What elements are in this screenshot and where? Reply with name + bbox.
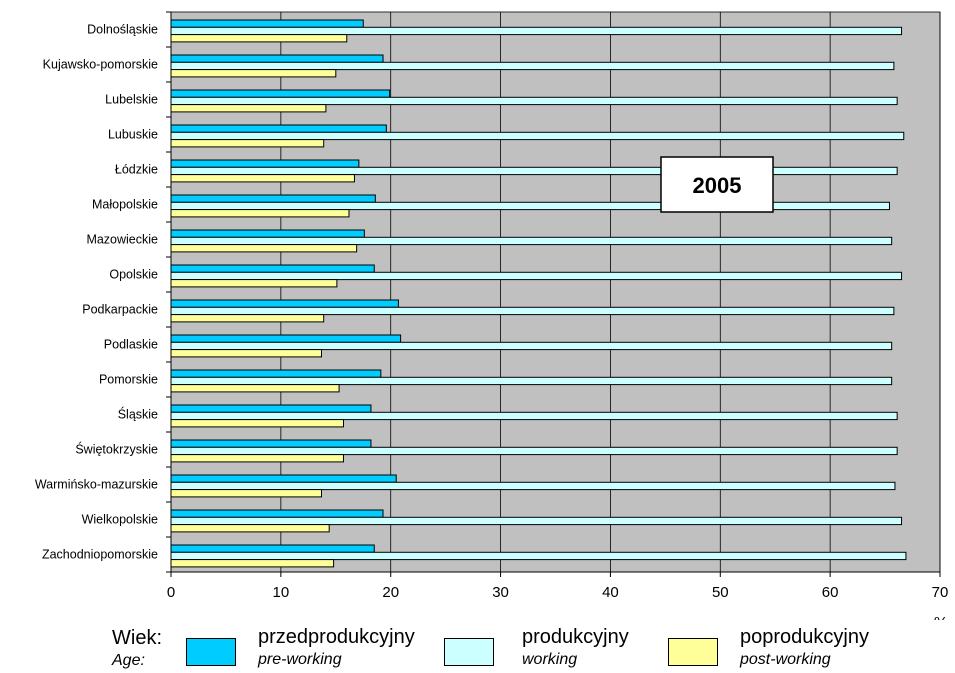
bar-working (170, 306, 895, 316)
legend-sublabel-pre-working: pre-working (258, 651, 342, 668)
bar-pre-working (170, 334, 402, 343)
category-label: Pomorskie (99, 373, 158, 387)
legend-label-post-working: poprodukcyjny (740, 626, 869, 648)
bar-pre-working (170, 19, 364, 28)
bar-working (170, 26, 903, 36)
bar-working (170, 516, 903, 526)
category-label: Warmińsko-mazurskie (35, 478, 158, 492)
bar-working (170, 411, 898, 421)
bar-post-working (170, 69, 337, 78)
x-tick-label: 0 (167, 584, 175, 601)
x-tick-label: 70 (932, 584, 949, 601)
bar-working (170, 341, 893, 351)
category-label: Podlaskie (104, 338, 158, 352)
bar-post-working (170, 244, 358, 253)
bar-working (170, 481, 896, 491)
year-annotation: 2005 (693, 173, 742, 198)
bar-post-working (170, 384, 340, 393)
bar-post-working (170, 139, 325, 148)
bar-working (170, 271, 903, 281)
bar-post-working (170, 559, 335, 568)
legend-title: Wiek: (112, 627, 162, 649)
bar-working (170, 201, 890, 211)
bar-working (170, 551, 907, 561)
legend-swatch-working (444, 638, 494, 666)
bar-pre-working (170, 404, 372, 413)
bar-post-working (170, 104, 327, 113)
bar-pre-working (170, 439, 372, 448)
bar-pre-working (170, 54, 384, 63)
category-label: Zachodniopomorskie (42, 548, 158, 562)
bar-working (170, 236, 893, 246)
category-label: Kujawsko-pomorskie (43, 58, 158, 72)
bar-post-working (170, 524, 330, 533)
bar-post-working (170, 419, 344, 428)
legend: Wiek: Age: przedprodukcyjny pre-working … (0, 624, 955, 673)
bar-pre-working (170, 369, 382, 378)
bar-pre-working (170, 474, 397, 483)
bar-working (170, 61, 895, 71)
legend-swatch-pre-working (186, 638, 236, 666)
legend-sublabel-post-working: post-working (740, 651, 831, 668)
x-tick-labels: 0 10 20 30 40 50 60 70 (167, 584, 949, 601)
year-annotation-box (660, 156, 774, 213)
legend-swatch-post-working (668, 638, 718, 666)
legend-label-working: produkcyjny (522, 626, 629, 648)
bar-post-working (170, 454, 344, 463)
bar-post-working (170, 34, 348, 43)
bar-post-working (170, 174, 355, 183)
bar-pre-working (170, 229, 365, 238)
bar-pre-working (170, 194, 376, 203)
category-label: Lubuskie (108, 128, 158, 142)
x-tick-label: 50 (712, 584, 729, 601)
x-tick-label: 10 (273, 584, 290, 601)
bar-pre-working (170, 299, 399, 308)
category-label: Lubelskie (105, 93, 158, 107)
x-tick-label: 20 (382, 584, 399, 601)
bar-working (170, 131, 905, 141)
category-label: Opolskie (109, 268, 158, 282)
bar-pre-working (170, 89, 391, 98)
x-tick-label: 60 (822, 584, 839, 601)
bar-post-working (170, 209, 350, 218)
bar-working (170, 446, 898, 456)
x-tick-label: 40 (602, 584, 619, 601)
category-label: Łódzkie (115, 163, 158, 177)
legend-sublabel-working: working (522, 651, 578, 668)
legend-title-en: Age: (112, 652, 145, 669)
bar-post-working (170, 314, 325, 323)
bar-post-working (170, 349, 322, 358)
bar-post-working (170, 279, 338, 288)
legend-label-pre-working: przedprodukcyjny (258, 626, 415, 648)
bar-pre-working (170, 159, 360, 168)
category-label: Śląskie (118, 407, 158, 422)
x-tick-label: 30 (492, 584, 509, 601)
bar-pre-working (170, 544, 375, 553)
bar-chart: Dolnośląskie Kujawsko-pomorskie Lubelskie L… (35, 11, 949, 620)
bar-pre-working (170, 124, 387, 133)
category-label: Świętokrzyskie (75, 442, 158, 457)
bar-working (170, 96, 898, 106)
category-labels: Dolnośląskie Kujawsko-pomorskie Lubelskie L… (35, 23, 158, 562)
category-label: Wielkopolskie (82, 513, 158, 527)
category-label: Dolnośląskie (87, 23, 158, 37)
x-axis-unit-label: % (934, 615, 948, 620)
category-label: Małopolskie (92, 198, 158, 212)
bar-post-working (170, 489, 322, 498)
bar-pre-working (170, 509, 384, 518)
bar-working (170, 166, 898, 176)
bar-pre-working (170, 264, 375, 273)
category-label: Mazowieckie (86, 233, 158, 247)
bars (170, 19, 907, 568)
axes (166, 11, 941, 577)
bar-working (170, 376, 893, 386)
category-label: Podkarpackie (82, 303, 158, 317)
